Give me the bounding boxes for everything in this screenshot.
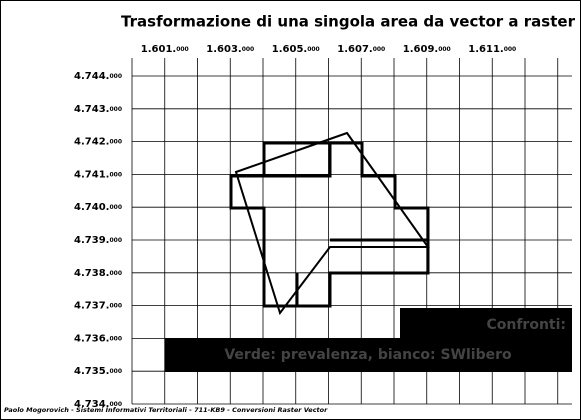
axis-label: 4.743.000	[74, 104, 122, 115]
vector-polygon	[234, 131, 430, 316]
footer: Paolo Mogorovich - Sistemi Informativi T…	[4, 406, 328, 414]
axis-labels: 1.601.000 1.603.000 1.605.000 1.607.000 1.60…	[74, 44, 516, 410]
overlay-text: Confronti:	[486, 317, 566, 333]
axis-label: 4.735.000	[74, 366, 122, 377]
axis-label: 4.739.000	[74, 235, 122, 246]
axis-label: 1.611.000	[468, 44, 516, 55]
axis-label: 4.737.000	[74, 301, 122, 312]
overlay-box	[165, 308, 572, 372]
axis-label: 4.744.000	[74, 71, 122, 82]
axis-label: 4.741.000	[74, 169, 122, 180]
axis-label: 1.607.000	[337, 44, 385, 55]
axis-label: 4.740.000	[74, 202, 122, 213]
axis-label: 4.738.000	[74, 268, 122, 279]
title: Trasformazione di una singola area da ve…	[121, 13, 576, 31]
axis-label: 4.734.000	[74, 399, 122, 410]
raster-outline	[229, 141, 430, 308]
axis-label: 1.605.000	[272, 44, 320, 55]
axis-label: 1.603.000	[206, 44, 254, 55]
axis-label: 4.736.000	[74, 333, 122, 344]
axis-label: 1.601.000	[141, 44, 189, 55]
axis-label: 1.609.000	[403, 44, 451, 55]
axis-label: 4.742.000	[74, 137, 122, 148]
overlay-text: Verde: prevalenza, bianco: SWlibero	[224, 347, 512, 363]
